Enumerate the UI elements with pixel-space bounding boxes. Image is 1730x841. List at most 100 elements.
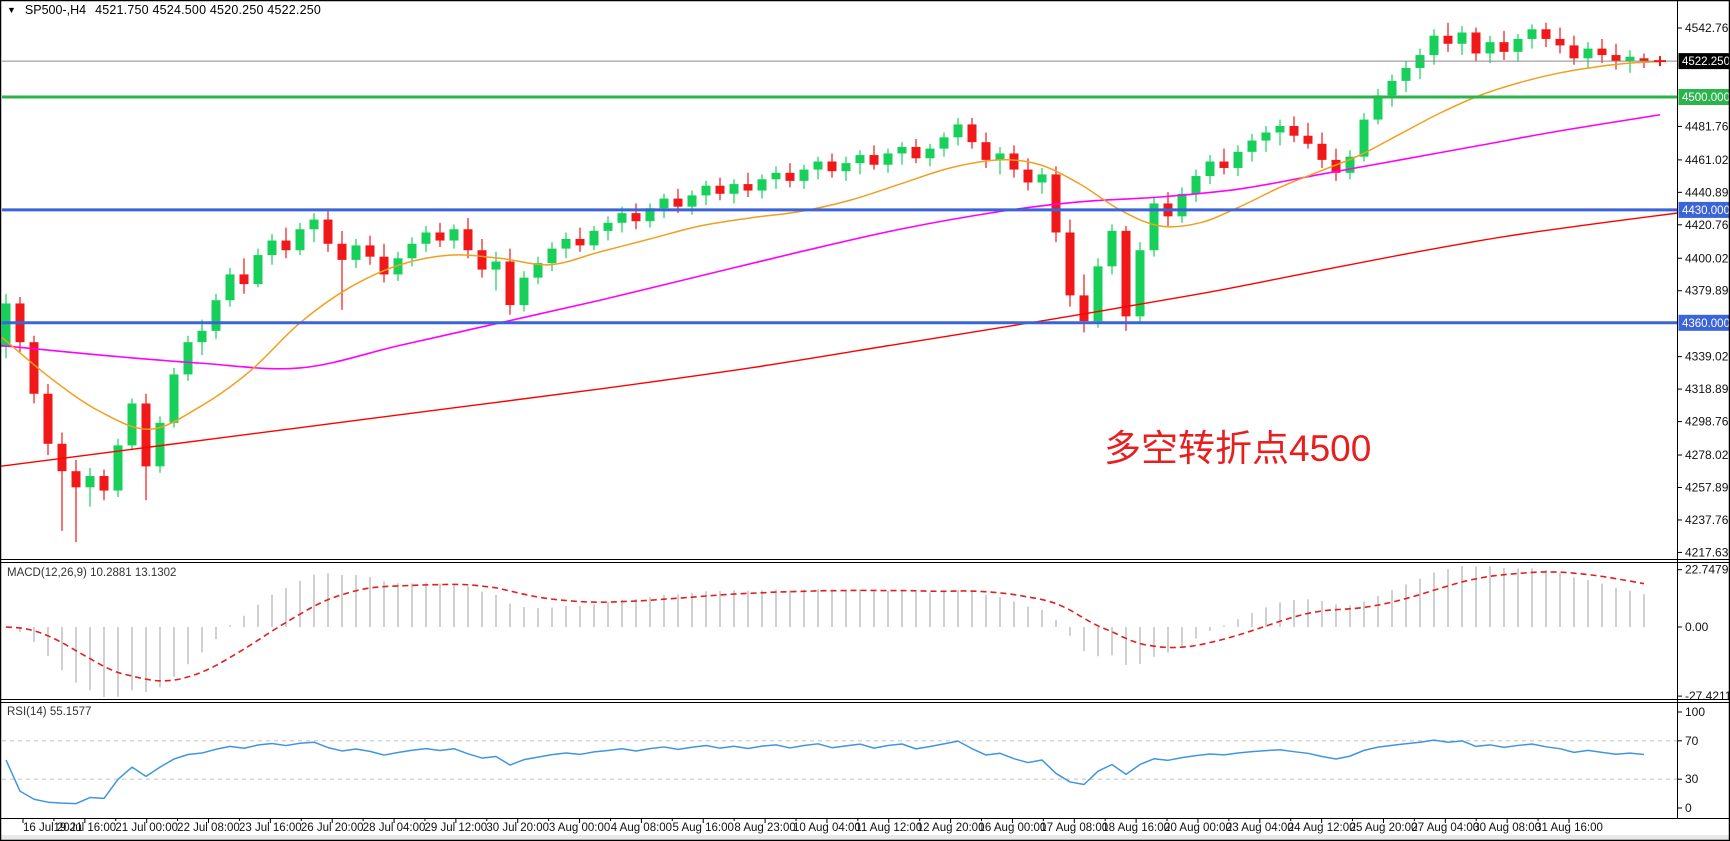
time-axis-label: 26 Jul 20:00 — [301, 822, 364, 834]
candle-body — [1079, 295, 1089, 322]
candle-body — [337, 243, 347, 260]
candle-body — [659, 198, 669, 209]
price-axis-label: 4298.760 — [1685, 415, 1730, 429]
candle-body — [799, 169, 809, 181]
time-axis-label: 5 Aug 16:00 — [673, 822, 734, 834]
time-axis-label: 17 Aug 08:00 — [1040, 822, 1108, 834]
candle-body — [155, 422, 165, 467]
candle-body — [827, 161, 837, 172]
candle-body — [561, 238, 571, 249]
time-axis-label: 31 Aug 16:00 — [1535, 822, 1603, 834]
candle-body — [1345, 156, 1355, 173]
candle-body — [1149, 203, 1159, 251]
candle-body — [855, 155, 865, 164]
time-axis-label: 16 Jul 2021 — [23, 822, 82, 834]
candle-body — [757, 179, 767, 191]
price-level-box — [1678, 314, 1730, 331]
candle-body — [645, 208, 655, 222]
candle-body — [617, 213, 627, 223]
candle-body — [225, 274, 235, 301]
macd-axis-label: 22.7479 — [1685, 563, 1729, 577]
candle-body — [295, 229, 305, 251]
time-axis-label: 24 Aug 12:00 — [1288, 822, 1356, 834]
candle-body — [183, 342, 193, 375]
candle-body — [841, 163, 851, 172]
candle-body — [463, 229, 473, 251]
candle-body — [715, 185, 725, 194]
candle-body — [309, 219, 319, 230]
candle-body — [239, 274, 249, 285]
time-axis-label: 19 Jul 16:00 — [54, 822, 117, 834]
time-axis-label: 23 Aug 04:00 — [1226, 822, 1294, 834]
ma-slow-red-line — [0, 212, 1678, 468]
candle-body — [687, 195, 697, 207]
candle-body — [1247, 140, 1257, 152]
candle-body — [1513, 38, 1523, 52]
time-axis-label: 3 Aug 00:00 — [549, 822, 610, 834]
candle-body — [1261, 132, 1271, 141]
candle-body — [127, 403, 137, 446]
candle-body — [1107, 230, 1117, 267]
candle-body — [365, 245, 375, 257]
candle-body — [1275, 126, 1285, 133]
candle-body — [897, 147, 907, 154]
candle-body — [589, 230, 599, 246]
time-axis-label: 10 Aug 04:00 — [793, 822, 861, 834]
time-axis-label: 29 Jul 12:00 — [425, 822, 488, 834]
candle-body — [1, 303, 11, 347]
candle-body — [883, 153, 893, 165]
time-axis-label: 30 Aug 08:00 — [1473, 822, 1541, 834]
candle-body — [211, 300, 221, 331]
candle-body — [477, 250, 487, 270]
candle-body — [1177, 193, 1187, 217]
time-axis-label: 11 Aug 12:00 — [855, 822, 922, 834]
time-axis-label: 20 Aug 00:00 — [1164, 822, 1232, 834]
price-level-box — [1678, 201, 1730, 218]
candle-body — [1443, 35, 1453, 44]
candle-body — [701, 185, 711, 196]
price-axis-label: 4339.020 — [1685, 350, 1730, 364]
candle-body — [575, 238, 585, 246]
candle-body — [1471, 32, 1481, 54]
rsi-axis-label: 30 — [1685, 772, 1699, 786]
candle-body — [57, 443, 67, 472]
time-axis-label: 28 Jul 04:00 — [363, 822, 426, 834]
candle-body — [435, 232, 445, 241]
candle-body — [925, 148, 935, 159]
quote-collapse-icon[interactable]: ▼ — [7, 4, 16, 15]
symbol-timeframe-label: SP500-,H4 — [24, 3, 87, 17]
price-axis-label: 4257.890 — [1685, 481, 1730, 495]
price-axis-label: 4217.630 — [1685, 545, 1730, 559]
time-axis-label: 8 Aug 23:00 — [734, 822, 795, 834]
rsi-axis-label: 100 — [1685, 705, 1705, 719]
macd-axis-label: 0.00 — [1685, 620, 1709, 634]
price-axis-label: 4440.890 — [1685, 185, 1730, 199]
candle-body — [1219, 161, 1229, 168]
candle-body — [1373, 95, 1383, 120]
candle-body — [85, 476, 95, 488]
ma-mid-magenta-line — [0, 113, 1661, 370]
time-axis-label: 22 Jul 08:00 — [177, 822, 240, 834]
candle-body — [29, 342, 39, 394]
candle-body — [1135, 250, 1145, 317]
candle-body — [981, 142, 991, 160]
time-axis-label: 16 Aug 00:00 — [979, 822, 1047, 834]
candle-body — [771, 172, 781, 180]
macd-indicator-label: MACD(12,26,9) 10.2881 13.1302 — [7, 567, 177, 579]
candle-body — [253, 255, 263, 285]
rsi-axis-label: 70 — [1685, 734, 1699, 748]
candle-body — [911, 147, 921, 159]
candle-body — [953, 124, 963, 138]
candle-body — [267, 240, 277, 256]
candle-body — [505, 261, 515, 306]
candle-body — [141, 403, 151, 467]
candle-body — [169, 374, 179, 423]
candle-body — [323, 219, 333, 244]
candle-body — [1555, 38, 1565, 46]
candle-body — [743, 184, 753, 191]
macd-signal-line — [5, 571, 1645, 682]
rsi-line — [5, 739, 1645, 805]
